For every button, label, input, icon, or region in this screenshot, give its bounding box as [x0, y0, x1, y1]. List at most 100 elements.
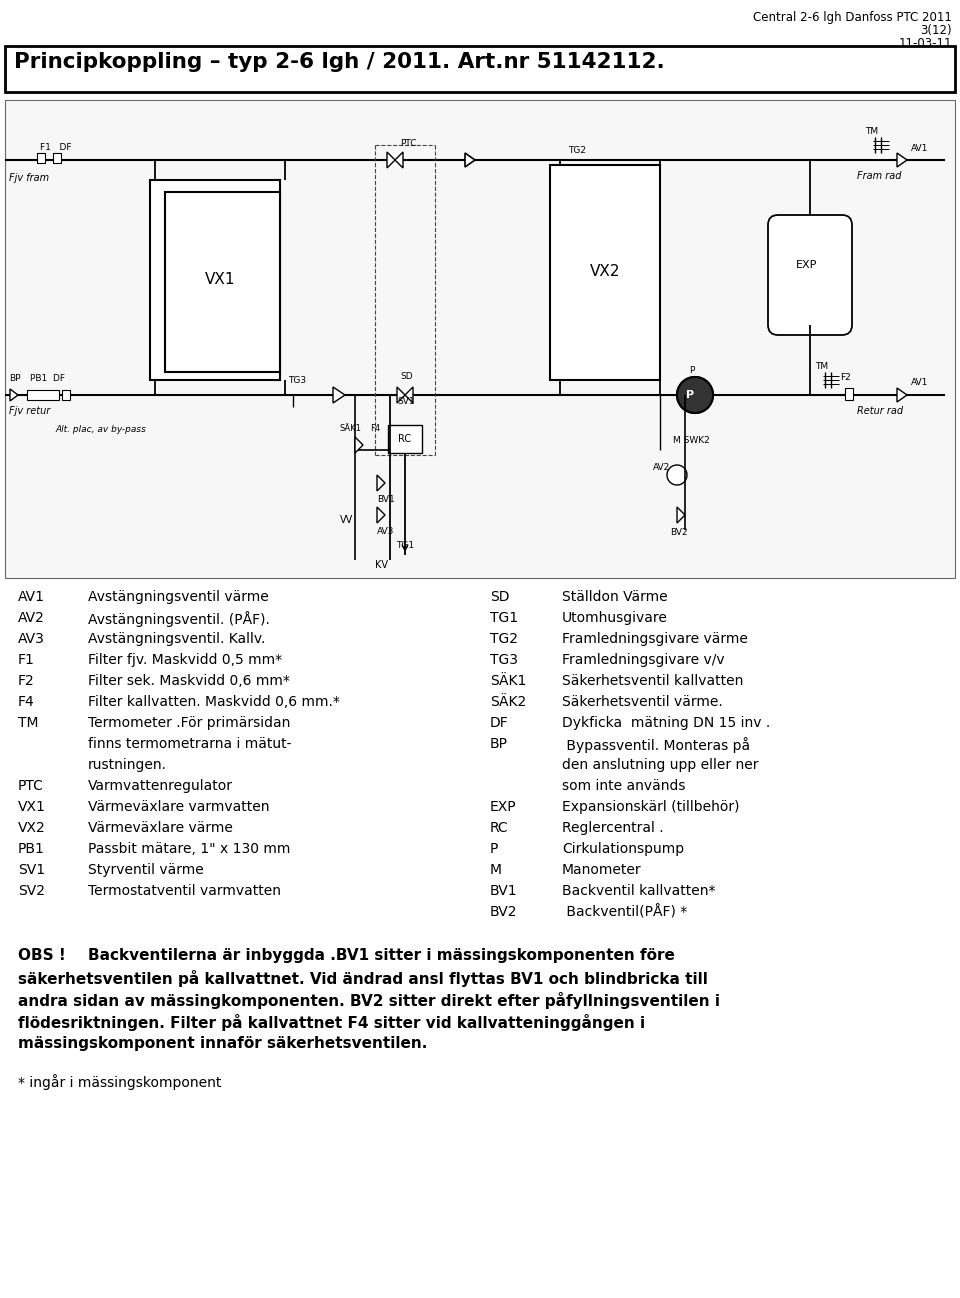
Text: AV2: AV2 — [653, 463, 670, 472]
Text: * ingår i mässingskomponent: * ingår i mässingskomponent — [18, 1073, 222, 1090]
Text: Manometer: Manometer — [562, 863, 641, 877]
Text: Expansionskärl (tillbehör): Expansionskärl (tillbehör) — [562, 800, 739, 814]
Text: BV1: BV1 — [377, 495, 395, 504]
Text: Ställdon Värme: Ställdon Värme — [562, 591, 667, 604]
Text: M SWK2: M SWK2 — [673, 436, 709, 445]
Text: Säkerhetsventil kallvatten: Säkerhetsventil kallvatten — [562, 674, 743, 688]
Text: PB1  DF: PB1 DF — [30, 374, 65, 383]
Circle shape — [667, 465, 687, 485]
Text: F1   DF: F1 DF — [40, 143, 71, 152]
Polygon shape — [377, 508, 385, 523]
Bar — [150, 180, 280, 380]
Text: Bypassventil. Monteras på: Bypassventil. Monteras på — [562, 737, 750, 753]
Text: Dykficka  mätning DN 15 inv .: Dykficka mätning DN 15 inv . — [562, 716, 770, 729]
Text: PB1: PB1 — [18, 842, 45, 855]
Text: F2: F2 — [840, 373, 851, 382]
Text: AV1: AV1 — [911, 144, 928, 153]
Text: TG1: TG1 — [396, 541, 414, 550]
Polygon shape — [677, 508, 685, 523]
Text: F1: F1 — [18, 653, 35, 667]
Circle shape — [677, 376, 713, 413]
Bar — [5, 45, 955, 92]
Text: M: M — [490, 863, 502, 877]
Text: F4: F4 — [18, 694, 35, 709]
Text: Backventilerna är inbyggda .BV1 sitter i mässingskomponenten före: Backventilerna är inbyggda .BV1 sitter i… — [88, 948, 675, 963]
Text: PTC: PTC — [18, 779, 44, 793]
Text: P: P — [490, 842, 498, 855]
Bar — [845, 388, 853, 400]
Text: Filter kallvatten. Maskvidd 0,6 mm.*: Filter kallvatten. Maskvidd 0,6 mm.* — [88, 694, 340, 709]
Text: Central 2-6 lgh Danfoss PTC 2011: Central 2-6 lgh Danfoss PTC 2011 — [754, 10, 952, 23]
Bar — [388, 424, 422, 453]
Text: SÄK2: SÄK2 — [490, 694, 526, 709]
Text: F4: F4 — [370, 424, 380, 434]
Text: Utomhusgivare: Utomhusgivare — [562, 611, 668, 626]
Text: F2: F2 — [18, 674, 35, 688]
Circle shape — [677, 376, 713, 413]
Text: AV2: AV2 — [18, 611, 45, 626]
Text: BV1: BV1 — [490, 884, 517, 898]
Text: Styrventil värme: Styrventil värme — [88, 863, 204, 877]
Text: Termometer .För primärsidan: Termometer .För primärsidan — [88, 716, 290, 729]
Bar — [27, 389, 59, 400]
Text: VV: VV — [340, 515, 353, 524]
Text: SV2: SV2 — [18, 884, 45, 898]
Bar — [550, 165, 660, 380]
Text: Reglercentral .: Reglercentral . — [562, 822, 663, 835]
Text: Varmvattenregulator: Varmvattenregulator — [88, 779, 233, 793]
Text: Alt. plac, av by-pass: Alt. plac, av by-pass — [55, 424, 146, 434]
Text: TG3: TG3 — [490, 653, 518, 667]
Text: VX1: VX1 — [204, 273, 235, 287]
Text: SV1: SV1 — [18, 863, 45, 877]
Polygon shape — [377, 475, 385, 491]
Text: TM: TM — [815, 362, 828, 371]
Text: SÄK1: SÄK1 — [340, 424, 362, 434]
Text: Säkerhetsventil värme.: Säkerhetsventil värme. — [562, 694, 723, 709]
Bar — [165, 192, 280, 373]
Polygon shape — [897, 388, 907, 402]
Text: PTC: PTC — [400, 139, 417, 148]
Polygon shape — [397, 387, 405, 402]
Text: SV1: SV1 — [397, 397, 415, 406]
Text: BV2: BV2 — [490, 905, 517, 919]
Bar — [37, 153, 45, 164]
Text: säkerhetsventilen på kallvattnet. Vid ändrad ansl flyttas BV1 och blindbricka ti: säkerhetsventilen på kallvattnet. Vid än… — [18, 970, 708, 986]
Text: Backventil(PÅF) *: Backventil(PÅF) * — [562, 905, 687, 919]
Text: RC: RC — [490, 822, 509, 835]
Text: finns termometrarna i mätut-: finns termometrarna i mätut- — [88, 737, 292, 752]
Text: KV: KV — [375, 559, 388, 570]
Text: Retur rad: Retur rad — [857, 406, 903, 415]
Text: AV1: AV1 — [911, 378, 928, 387]
Text: 3(12): 3(12) — [921, 23, 952, 38]
Text: Värmeväxlare värme: Värmeväxlare värme — [88, 822, 233, 835]
Polygon shape — [897, 153, 907, 167]
Text: SD: SD — [400, 373, 413, 382]
FancyBboxPatch shape — [768, 215, 852, 335]
Polygon shape — [405, 387, 413, 402]
Text: BP: BP — [9, 374, 20, 383]
Text: Framledningsgivare v/v: Framledningsgivare v/v — [562, 653, 725, 667]
Text: EXP: EXP — [796, 260, 817, 270]
Text: Passbit mätare, 1" x 130 mm: Passbit mätare, 1" x 130 mm — [88, 842, 290, 855]
Text: TM: TM — [865, 127, 878, 136]
Text: den anslutning upp eller ner: den anslutning upp eller ner — [562, 758, 758, 772]
Text: SÄK1: SÄK1 — [490, 674, 526, 688]
Text: flödesriktningen. Filter på kallvattnet F4 sitter vid kallvatteninggången i: flödesriktningen. Filter på kallvattnet … — [18, 1014, 645, 1031]
Polygon shape — [10, 389, 18, 401]
Text: Avstängningsventil värme: Avstängningsventil värme — [88, 591, 269, 604]
Text: Principkoppling – typ 2-6 lgh / 2011. Art.nr 51142112.: Principkoppling – typ 2-6 lgh / 2011. Ar… — [14, 52, 664, 71]
Text: TG2: TG2 — [568, 145, 586, 154]
Text: 11-03-11: 11-03-11 — [899, 38, 952, 51]
Text: Avstängningsventil. Kallv.: Avstängningsventil. Kallv. — [88, 632, 265, 646]
Text: Framledningsgivare värme: Framledningsgivare värme — [562, 632, 748, 646]
Text: VX1: VX1 — [18, 800, 46, 814]
Text: Värmeväxlare varmvatten: Värmeväxlare varmvatten — [88, 800, 270, 814]
Text: BP: BP — [490, 737, 508, 752]
Text: Fjv fram: Fjv fram — [9, 173, 49, 183]
Text: TG1: TG1 — [490, 611, 518, 626]
Text: Avstängningsventil. (PÅF).: Avstängningsventil. (PÅF). — [88, 611, 270, 627]
Text: DF: DF — [490, 716, 509, 729]
Text: Fjv retur: Fjv retur — [9, 406, 50, 415]
Polygon shape — [333, 387, 345, 402]
Text: SD: SD — [490, 591, 510, 604]
